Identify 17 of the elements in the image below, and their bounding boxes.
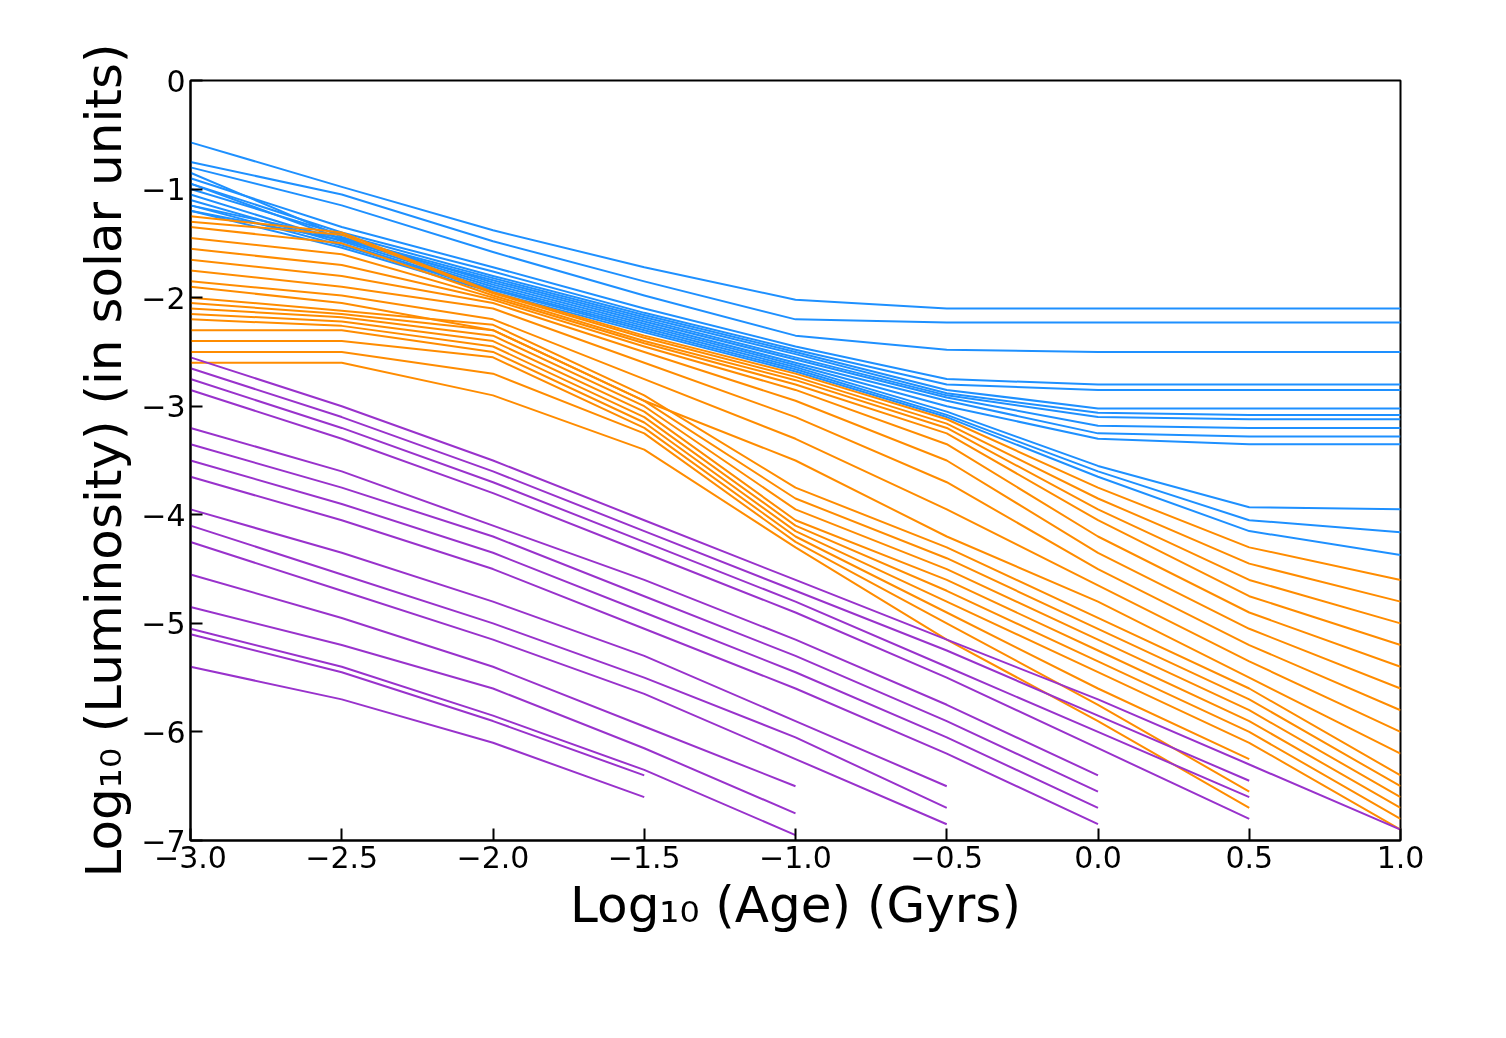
y-tick-label: −3	[141, 389, 186, 425]
x-tick-label: −2.0	[456, 839, 530, 875]
y-tick-label: −2	[141, 280, 186, 316]
x-tick-label: −1.5	[607, 839, 681, 875]
x-tick-label: −1.0	[759, 839, 832, 875]
y-tick-label: −1	[141, 172, 186, 208]
y-tick-label: 0	[166, 63, 186, 99]
x-tick-label: 0.0	[1074, 839, 1122, 875]
y-axis-title: Log₁₀ (Luminosity) (in solar units)	[75, 43, 134, 878]
x-axis-title: Log₁₀ (Age) (Gyrs)	[570, 875, 1021, 934]
y-tick-label: −4	[141, 497, 186, 533]
x-tick-label: 0.5	[1225, 839, 1274, 875]
y-tick-label: −6	[141, 714, 186, 750]
x-tick-label: −0.5	[910, 839, 984, 875]
y-tick-label: −5	[141, 606, 186, 642]
x-tick-label: 1.0	[1376, 839, 1425, 875]
x-tick-label: −2.5	[305, 839, 379, 875]
